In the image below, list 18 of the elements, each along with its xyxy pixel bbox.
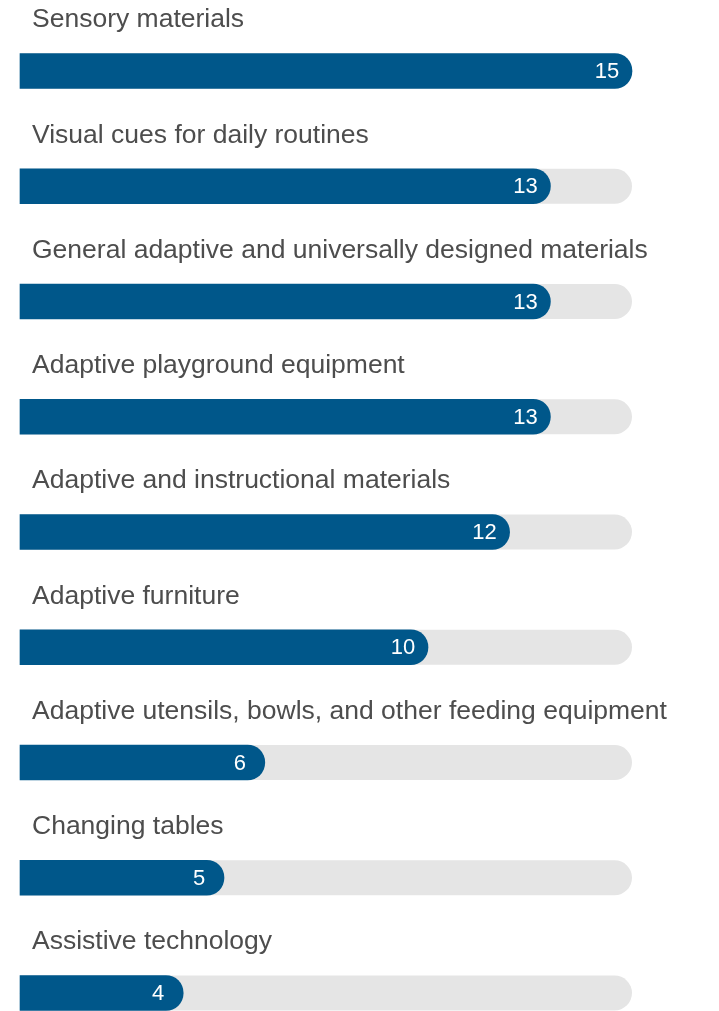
y-tick-label: Visual cues for daily routines: [32, 118, 369, 149]
data-label: 15: [594, 58, 620, 84]
data-label: 4: [152, 980, 165, 1006]
data-label: 13: [513, 173, 538, 199]
data-label: 5: [192, 864, 206, 890]
data-label: 13: [513, 288, 538, 314]
y-tick-label: Adaptive playground equipment: [32, 349, 406, 380]
data-label: 13: [513, 403, 538, 429]
y-tick-label: Adaptive and instructional materials: [32, 464, 451, 495]
y-tick-label: Adaptive furniture: [32, 579, 240, 610]
y-tick-label: Sensory materials: [32, 3, 245, 34]
data-label: 10: [390, 634, 416, 660]
data-label: 12: [472, 519, 497, 545]
data-label: 6: [233, 749, 246, 775]
y-tick-label: Assistive technology: [32, 925, 273, 956]
y-tick-label: General adaptive and universally designed materials: [32, 233, 648, 264]
y-tick-label: Adaptive utensils, bowls, and other feeding equipment: [32, 694, 668, 725]
y-tick-label: Changing tables: [32, 810, 224, 841]
